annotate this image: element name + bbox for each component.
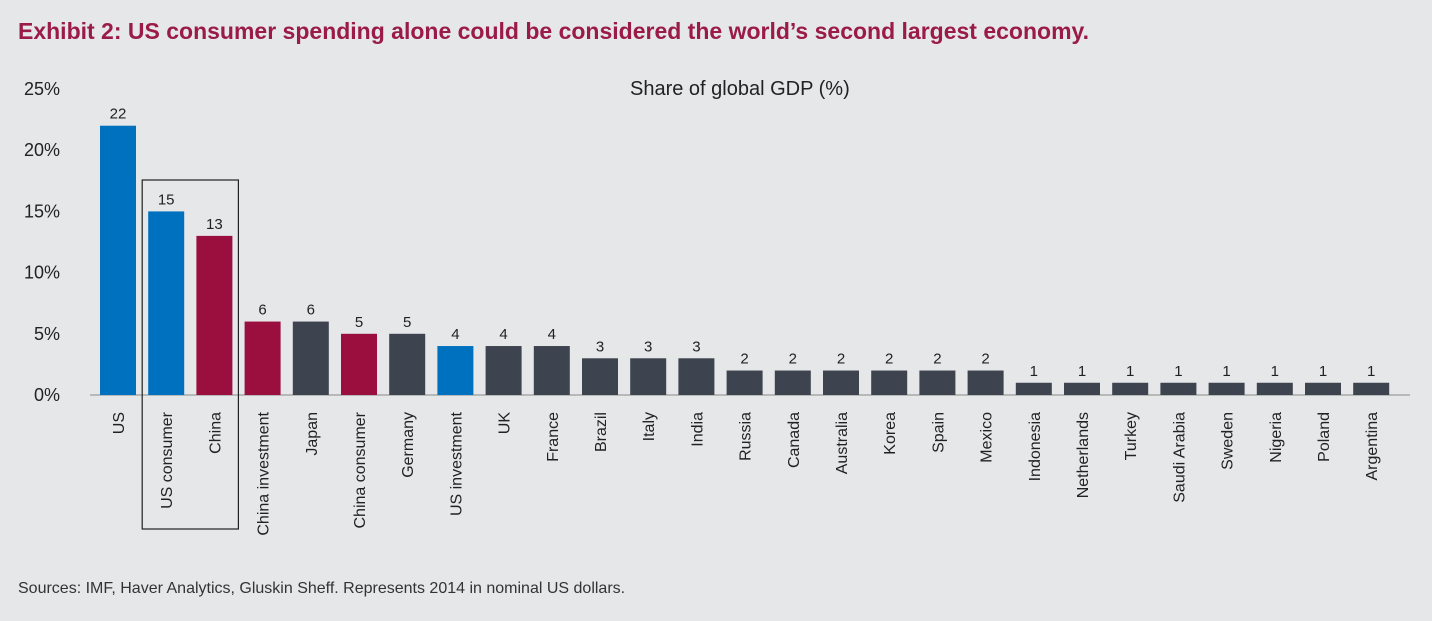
bar <box>1160 382 1197 395</box>
category-label: Canada <box>786 412 803 468</box>
data-label: 22 <box>110 106 127 123</box>
data-label: 4 <box>499 326 507 343</box>
data-label: 1 <box>1126 363 1134 380</box>
category-label: India <box>689 412 706 447</box>
bar <box>437 346 474 395</box>
category-label: Spain <box>930 412 947 453</box>
category-label: Nigeria <box>1268 412 1285 463</box>
data-label: 1 <box>1319 363 1327 380</box>
bar <box>148 211 185 395</box>
y-tick-label: 0% <box>34 385 60 405</box>
bar <box>919 370 956 395</box>
bar <box>582 358 618 395</box>
category-label: Mexico <box>979 412 996 463</box>
bar <box>244 321 281 395</box>
category-label: Korea <box>882 412 899 455</box>
bar <box>292 321 329 395</box>
bars <box>100 125 1390 395</box>
category-label: China consumer <box>352 411 369 528</box>
y-tick-label: 10% <box>24 263 60 283</box>
category-label: Russia <box>738 412 755 461</box>
data-label: 1 <box>1222 363 1230 380</box>
category-label: Australia <box>834 412 851 474</box>
data-label: 2 <box>837 351 845 368</box>
bar <box>726 370 763 395</box>
data-label: 1 <box>1174 363 1182 380</box>
category-label: Turkey <box>1123 412 1140 460</box>
bar <box>196 235 233 395</box>
category-label: France <box>545 412 562 462</box>
data-label: 5 <box>355 314 363 331</box>
bar <box>1064 382 1100 395</box>
bar <box>341 333 377 395</box>
data-label: 3 <box>644 338 652 355</box>
bar <box>1353 382 1390 395</box>
data-label: 15 <box>158 191 175 208</box>
data-label: 5 <box>403 314 411 331</box>
bar <box>823 370 859 395</box>
bar <box>1015 382 1052 395</box>
category-label: Netherlands <box>1075 412 1092 498</box>
category-labels: US US consumer China China investment Japan C… <box>111 411 1381 535</box>
category-label: Germany <box>400 412 417 478</box>
bar <box>485 346 522 395</box>
data-label: 2 <box>740 351 748 368</box>
data-label: 4 <box>548 326 556 343</box>
data-label: 1 <box>1078 363 1086 380</box>
data-label: 3 <box>596 338 604 355</box>
sources-note: Sources: IMF, Haver Analytics, Gluskin S… <box>18 580 626 597</box>
bar <box>100 125 136 395</box>
y-tick-label: 15% <box>24 201 60 221</box>
data-label: 1 <box>1030 363 1038 380</box>
bar <box>533 346 570 395</box>
category-label: Brazil <box>593 412 610 452</box>
category-label: Saudi Arabia <box>1171 412 1188 503</box>
chart-title: Share of global GDP (%) <box>630 78 850 100</box>
data-label: 2 <box>933 351 941 368</box>
data-label: 4 <box>451 326 459 343</box>
data-label: 1 <box>1367 363 1375 380</box>
category-label: Argentina <box>1364 412 1381 481</box>
data-label: 6 <box>258 302 266 319</box>
data-label: 6 <box>307 302 315 319</box>
bar <box>1112 382 1149 395</box>
bar <box>1305 382 1341 395</box>
category-label: US consumer <box>159 411 176 509</box>
y-tick-label: 25% <box>24 79 60 99</box>
category-label: US <box>111 412 128 434</box>
y-tick-label: 20% <box>24 140 60 160</box>
category-label: Poland <box>1316 412 1333 462</box>
data-label: 1 <box>1271 363 1279 380</box>
category-label: Indonesia <box>1027 412 1044 481</box>
category-label: China investment <box>256 411 273 535</box>
bar <box>1208 382 1245 395</box>
category-label: Sweden <box>1220 412 1237 470</box>
data-label: 3 <box>692 338 700 355</box>
data-label: 2 <box>885 351 893 368</box>
bar <box>630 358 667 395</box>
bar <box>967 370 1004 395</box>
y-tick-label: 5% <box>34 324 60 344</box>
category-label: UK <box>497 412 514 435</box>
category-label: Japan <box>304 412 321 456</box>
y-axis-ticks: 0% 5% 10% 15% 20% 25% <box>24 79 60 405</box>
bar <box>774 370 811 395</box>
category-label: China <box>207 412 224 454</box>
highlight-box <box>141 179 239 530</box>
data-label: 13 <box>206 216 223 233</box>
category-label: US investment <box>448 411 465 516</box>
bar <box>389 333 426 395</box>
bar <box>1256 382 1293 395</box>
data-label: 2 <box>789 351 797 368</box>
category-label: Italy <box>641 412 658 441</box>
bar <box>871 370 908 395</box>
bar <box>678 358 715 395</box>
data-label: 2 <box>981 351 989 368</box>
exhibit-title: Exhibit 2: US consumer spending alone co… <box>18 18 1089 44</box>
